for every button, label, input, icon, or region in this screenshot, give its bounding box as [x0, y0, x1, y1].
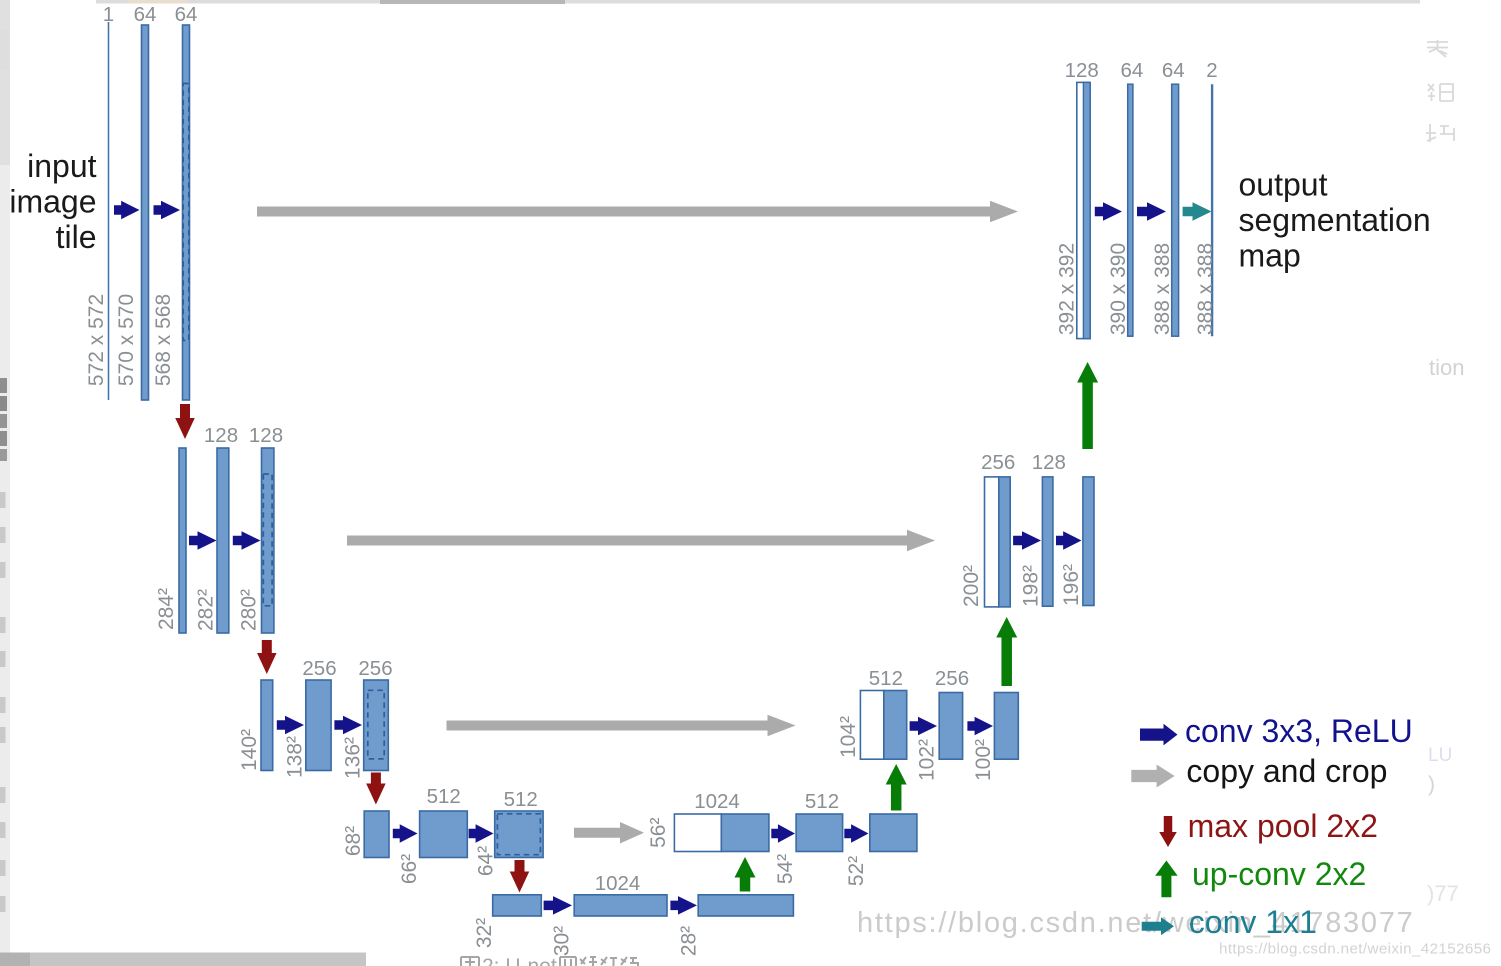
svg-text:140²: 140² [238, 729, 261, 771]
svg-text:output: output [1239, 167, 1328, 203]
svg-text:128: 128 [249, 424, 283, 447]
svg-text:128: 128 [1032, 451, 1066, 474]
svg-text:)77: )77 [1427, 881, 1459, 906]
svg-text:388 x 388: 388 x 388 [1194, 243, 1217, 335]
svg-text:198²: 198² [1020, 565, 1043, 607]
svg-text:100²: 100² [972, 739, 995, 781]
svg-text:conv 3x3, ReLU: conv 3x3, ReLU [1185, 713, 1413, 749]
svg-text:570 x 570: 570 x 570 [115, 294, 138, 386]
svg-text:66²: 66² [398, 854, 421, 884]
svg-text:102²: 102² [916, 739, 939, 781]
svg-text:tion: tion [1429, 355, 1464, 380]
svg-text:segmentation: segmentation [1239, 202, 1431, 238]
svg-text:568 x 568: 568 x 568 [152, 294, 175, 386]
svg-text:2: U-net: 2: U-net [482, 955, 557, 966]
svg-text:64: 64 [1120, 59, 1143, 82]
svg-text:128: 128 [204, 424, 238, 447]
svg-text:image: image [9, 184, 96, 220]
svg-text:64: 64 [134, 3, 157, 26]
svg-text:512: 512 [805, 790, 839, 813]
svg-text:1024: 1024 [694, 790, 740, 813]
svg-text:392 x 392: 392 x 392 [1056, 243, 1079, 335]
svg-text:280²: 280² [237, 589, 260, 631]
svg-text:200²: 200² [960, 565, 983, 607]
svg-text:512: 512 [504, 788, 538, 811]
svg-text:256: 256 [935, 667, 969, 690]
svg-text:32²: 32² [473, 918, 496, 948]
svg-text:138²: 138² [283, 736, 306, 778]
svg-text:max pool 2x2: max pool 2x2 [1188, 808, 1378, 844]
svg-text:64: 64 [175, 3, 198, 26]
svg-text:input: input [27, 148, 97, 184]
svg-text:https://blog.csdn.net/weixin_4: https://blog.csdn.net/weixin_41783077 [857, 907, 1414, 939]
svg-text:256: 256 [358, 657, 392, 680]
svg-text:https://blog.csdn.net/weixin_4: https://blog.csdn.net/weixin_42152656 [1219, 941, 1491, 958]
svg-text:256: 256 [981, 451, 1015, 474]
svg-text:136²: 136² [342, 737, 365, 779]
svg-text:30²: 30² [550, 926, 573, 956]
svg-text:54²: 54² [774, 854, 797, 884]
svg-text:map: map [1239, 238, 1301, 274]
svg-text:copy and crop: copy and crop [1186, 753, 1387, 789]
svg-text:196²: 196² [1060, 564, 1083, 606]
svg-text:52²: 52² [845, 856, 868, 886]
svg-text:282²: 282² [195, 589, 218, 631]
svg-text:tile: tile [56, 219, 97, 255]
svg-text:1: 1 [103, 3, 114, 26]
svg-text:): ) [1428, 773, 1435, 796]
svg-text:128: 128 [1065, 59, 1099, 82]
svg-text:512: 512 [427, 785, 461, 808]
svg-text:390 x 390: 390 x 390 [1107, 243, 1130, 335]
svg-text:1024: 1024 [595, 872, 641, 895]
svg-text:104²: 104² [837, 716, 860, 758]
svg-text:64²: 64² [475, 846, 498, 876]
svg-text:512: 512 [869, 667, 903, 690]
svg-text:64: 64 [1162, 59, 1185, 82]
svg-text:56²: 56² [647, 818, 670, 848]
svg-text:284²: 284² [155, 588, 178, 630]
svg-text:LU: LU [1428, 745, 1452, 766]
svg-text:conv 1x1: conv 1x1 [1189, 904, 1317, 940]
svg-text:2: 2 [1206, 59, 1217, 82]
svg-text:572 x 572: 572 x 572 [85, 294, 108, 386]
svg-text:256: 256 [302, 657, 336, 680]
svg-text:68²: 68² [342, 826, 365, 856]
svg-text:up-conv 2x2: up-conv 2x2 [1192, 856, 1366, 892]
svg-text:28²: 28² [678, 926, 701, 956]
svg-text:388 x 388: 388 x 388 [1151, 243, 1174, 335]
